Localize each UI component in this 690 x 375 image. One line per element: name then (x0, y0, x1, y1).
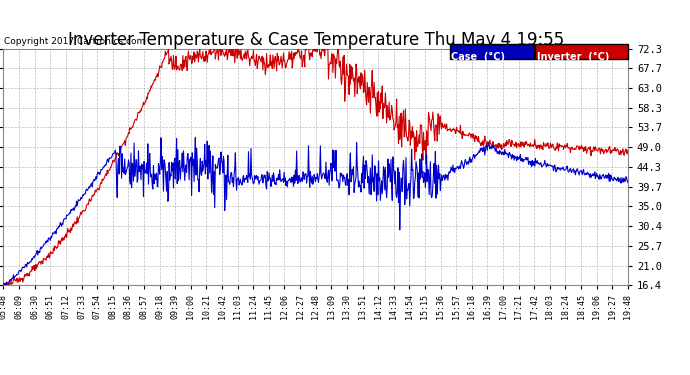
Text: Case  (°C): Case (°C) (451, 52, 505, 62)
Text: Copyright 2017 Cartronics.com: Copyright 2017 Cartronics.com (4, 38, 146, 46)
Text: Inverter  (°C): Inverter (°C) (537, 52, 609, 62)
Title: Inverter Temperature & Case Temperature Thu May 4 19:55: Inverter Temperature & Case Temperature … (68, 31, 564, 49)
FancyBboxPatch shape (450, 44, 534, 59)
FancyBboxPatch shape (535, 44, 628, 59)
